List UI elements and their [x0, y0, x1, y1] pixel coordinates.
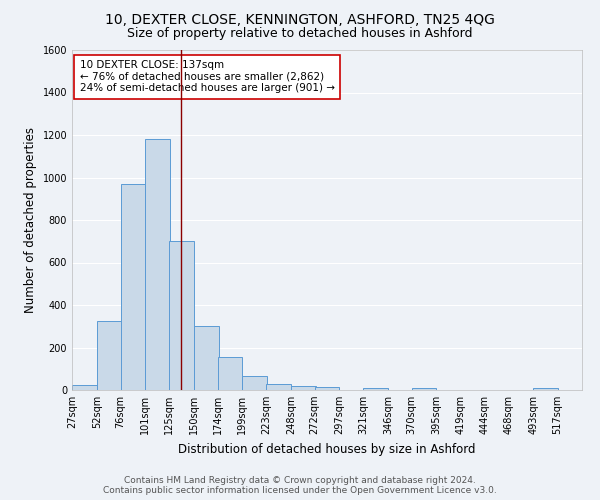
Bar	[97, 321, 122, 390]
X-axis label: Distribution of detached houses by size in Ashford: Distribution of detached houses by size …	[178, 442, 476, 456]
Text: Contains HM Land Registry data © Crown copyright and database right 2024.
Contai: Contains HM Land Registry data © Crown c…	[103, 476, 497, 495]
Bar	[363, 388, 388, 390]
Bar	[194, 326, 218, 390]
Bar	[145, 139, 170, 390]
Bar	[169, 242, 194, 390]
Bar	[242, 376, 267, 390]
Bar	[314, 387, 340, 390]
Bar	[412, 388, 436, 390]
Text: 10 DEXTER CLOSE: 137sqm
← 76% of detached houses are smaller (2,862)
24% of semi: 10 DEXTER CLOSE: 137sqm ← 76% of detache…	[80, 60, 335, 94]
Bar	[121, 184, 145, 390]
Y-axis label: Number of detached properties: Number of detached properties	[24, 127, 37, 313]
Text: Size of property relative to detached houses in Ashford: Size of property relative to detached ho…	[127, 28, 473, 40]
Bar	[266, 384, 291, 390]
Text: 10, DEXTER CLOSE, KENNINGTON, ASHFORD, TN25 4QG: 10, DEXTER CLOSE, KENNINGTON, ASHFORD, T…	[105, 12, 495, 26]
Bar	[533, 388, 558, 390]
Bar	[291, 386, 316, 390]
Bar	[218, 357, 242, 390]
Bar	[72, 384, 97, 390]
